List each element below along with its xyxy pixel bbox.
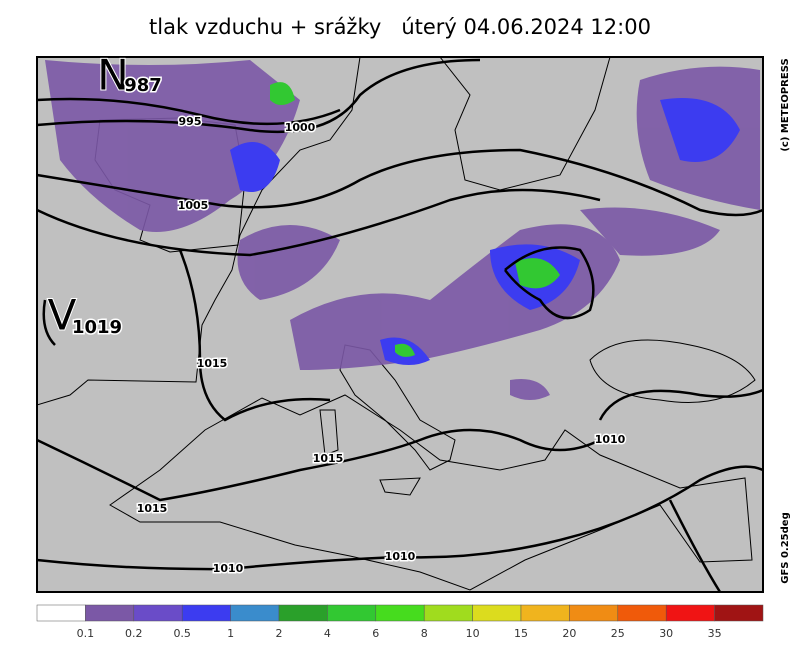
- legend-swatch: [85, 604, 135, 622]
- isobar-label: 1005: [178, 199, 209, 212]
- legend-swatch: [133, 604, 183, 622]
- color-legend: 0.1 0.2 0.5 1 2 4 6 8 10 15 20 25 30 35: [36, 604, 764, 640]
- legend-label: 30: [659, 627, 673, 640]
- legend-swatch: [278, 604, 328, 622]
- isobar-label: 1010: [385, 550, 416, 563]
- atlantic: [36, 56, 361, 406]
- center-letter: V: [48, 291, 77, 340]
- legend-label: 15: [514, 627, 528, 640]
- precipitation: [45, 60, 760, 400]
- legend-label: 2: [276, 627, 283, 640]
- center-letter: N: [97, 51, 128, 100]
- isobar-label: 1015: [313, 452, 344, 465]
- map: [36, 56, 764, 593]
- legend-swatch: [423, 604, 473, 622]
- map-title: tlak vzduchu + srážky úterý 04.06.2024 1…: [149, 15, 651, 39]
- legend-label: 25: [611, 627, 625, 640]
- legend-label: 1: [227, 627, 234, 640]
- legend-swatch: [617, 604, 667, 622]
- legend-swatch: [181, 604, 231, 622]
- isobar-label: 995: [179, 115, 202, 128]
- center-value: 1019: [72, 317, 122, 338]
- legend-swatch: [714, 604, 764, 622]
- legend-swatch: [472, 604, 522, 622]
- legend-label: 4: [324, 627, 331, 640]
- legend-swatch: [327, 604, 377, 622]
- legend-swatch: [36, 604, 86, 622]
- legend-label: 0.5: [173, 627, 191, 640]
- legend-swatch: [230, 604, 280, 622]
- legend-swatch: [569, 604, 619, 622]
- isobar-label: 1010: [213, 562, 244, 575]
- map-frame: [36, 56, 764, 593]
- copyright: (c) METEOPRESS: [780, 58, 791, 151]
- legend-label: 0.1: [77, 627, 95, 640]
- legend-label: 35: [708, 627, 722, 640]
- isobar-label: 1010: [595, 433, 626, 446]
- legend-swatch: [375, 604, 425, 622]
- legend-label: 6: [372, 627, 379, 640]
- center-value: 987: [124, 75, 162, 96]
- legend-swatch: [520, 604, 570, 622]
- isobar-label: 1015: [197, 357, 228, 370]
- legend-label: 20: [562, 627, 576, 640]
- legend-label: 8: [421, 627, 428, 640]
- isobar-label: 1000: [285, 121, 316, 134]
- legend-swatch: [665, 604, 715, 622]
- islands: [319, 409, 421, 496]
- isobar-label: 1015: [137, 502, 168, 515]
- isobars: [36, 58, 764, 593]
- isobar-labels: 995 1000 1005 1015 1015 1015 1010 1010 1010: [135, 114, 627, 577]
- legend-label: 0.2: [125, 627, 143, 640]
- model-name: GFS 0.25deg: [780, 512, 791, 584]
- legend-label: 10: [466, 627, 480, 640]
- italy: [339, 344, 456, 471]
- precipitation-heavy: [230, 98, 740, 365]
